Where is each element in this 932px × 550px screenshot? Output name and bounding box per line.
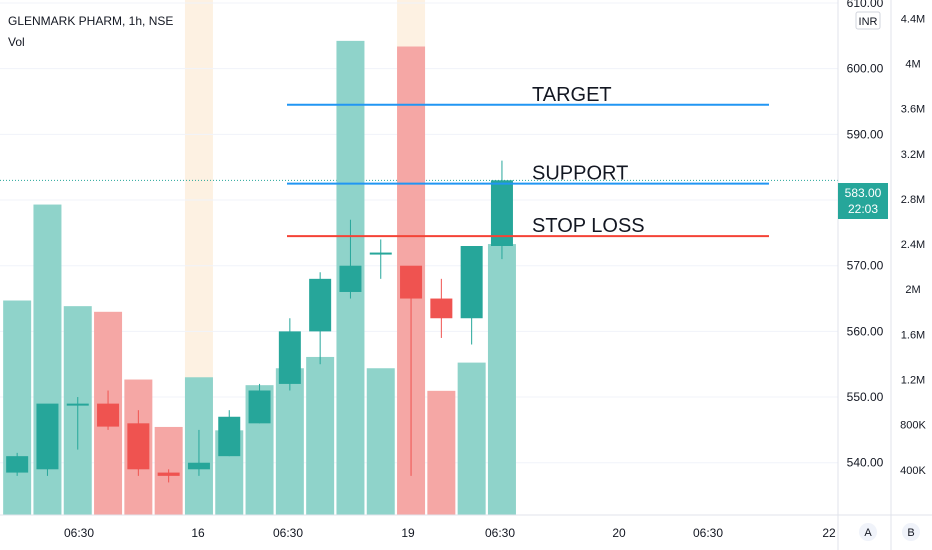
candle-body-13 — [400, 265, 423, 299]
volume-bar-12 — [366, 368, 395, 515]
candle-1 — [36, 403, 59, 476]
candle-6 — [187, 429, 210, 476]
volume-tick-0: 400K — [900, 465, 926, 477]
candle-14 — [430, 278, 453, 338]
volume-bar-16 — [487, 244, 516, 516]
time-tick-3: 19 — [401, 526, 415, 540]
currency-badge-label: INR — [859, 16, 878, 28]
time-tick-4: 06:30 — [485, 526, 515, 540]
annotation-label-2: STOP LOSS — [532, 215, 645, 237]
candle-8 — [248, 383, 271, 424]
price-tick-0: 540.00 — [847, 456, 884, 470]
annotation-label-0: TARGET — [532, 84, 612, 106]
annotations[interactable]: TARGET SUPPORT STOP LOSS — [287, 84, 769, 238]
price-tick-3: 570.00 — [847, 259, 884, 273]
volume-bar-15 — [457, 362, 486, 515]
candle-10 — [309, 272, 332, 365]
candle-5 — [157, 469, 180, 483]
candle-7 — [218, 410, 241, 457]
candle-body-9 — [278, 331, 301, 384]
log-scale-label: B — [907, 527, 914, 539]
price-tick-5: 590.00 — [847, 127, 884, 141]
candle-15 — [460, 246, 483, 345]
volume-tick-9: 4M — [905, 58, 920, 70]
candle-body-4 — [127, 423, 150, 470]
last-price-tag: 583.00 22:03 — [838, 183, 888, 219]
chart-title: GLENMARK PHARM, 1h, NSE — [8, 14, 173, 28]
candle-13 — [400, 265, 423, 476]
currency-badge[interactable]: INR — [855, 11, 881, 30]
candle-body-14 — [430, 298, 453, 319]
candle-body-7 — [218, 416, 241, 457]
candle-3 — [97, 390, 120, 430]
candle-body-16 — [490, 180, 513, 246]
annotation-label-1: SUPPORT — [532, 163, 628, 185]
time-tick-2: 06:30 — [273, 526, 303, 540]
volume-bar-0 — [3, 300, 32, 515]
volume-tick-1: 800K — [900, 420, 926, 432]
candle-body-0 — [6, 456, 29, 473]
volume-bar-10 — [306, 356, 335, 515]
volume-tick-6: 2.8M — [901, 194, 925, 206]
candle-9 — [278, 318, 301, 391]
candle-body-3 — [97, 403, 120, 427]
volume-bar-9 — [275, 368, 304, 515]
time-tick-1: 16 — [191, 526, 205, 540]
candle-0 — [6, 452, 29, 476]
candle-body-8 — [248, 390, 271, 424]
volume-tick-2: 1.2M — [901, 375, 925, 387]
candle-body-11 — [339, 265, 362, 292]
candle-body-12 — [369, 252, 392, 255]
last-price-value: 583.00 — [845, 186, 882, 200]
volume-bar-14 — [427, 390, 456, 515]
volume-tick-3: 1.6M — [901, 329, 925, 341]
time-tick-6: 06:30 — [693, 526, 723, 540]
volume-tick-10: 4.4M — [901, 13, 925, 25]
price-tick-1: 550.00 — [847, 390, 884, 404]
volume-tick-4: 2M — [905, 284, 920, 296]
candle-16 — [490, 160, 513, 260]
candle-body-6 — [187, 462, 210, 470]
time-tick-0: 06:30 — [64, 526, 94, 540]
auto-scale-label: A — [864, 527, 872, 539]
candle-4 — [127, 410, 150, 476]
candle-2 — [66, 397, 89, 450]
candle-body-15 — [460, 246, 483, 319]
candle-body-10 — [309, 278, 332, 332]
candle-body-5 — [157, 472, 180, 476]
candle-body-1 — [36, 403, 59, 470]
log-scale-button[interactable]: B — [902, 523, 920, 541]
volume-bars — [3, 40, 516, 516]
price-tick-2: 560.00 — [847, 324, 884, 338]
auto-scale-button[interactable]: A — [859, 523, 877, 541]
candles — [6, 160, 513, 483]
time-tick-5: 20 — [612, 526, 626, 540]
candle-body-2 — [66, 403, 89, 406]
candle-12 — [369, 239, 392, 279]
volume-indicator-label: Vol — [8, 35, 25, 49]
volume-tick-7: 3.2M — [901, 149, 925, 161]
volume-tick-8: 3.6M — [901, 104, 925, 116]
price-tick-7: 610.00 — [847, 0, 884, 10]
last-price-countdown: 22:03 — [848, 202, 878, 216]
candle-11 — [339, 219, 362, 299]
time-tick-7: 22 — [822, 526, 836, 540]
volume-tick-5: 2.4M — [901, 239, 925, 251]
price-tick-6: 600.00 — [847, 62, 884, 76]
